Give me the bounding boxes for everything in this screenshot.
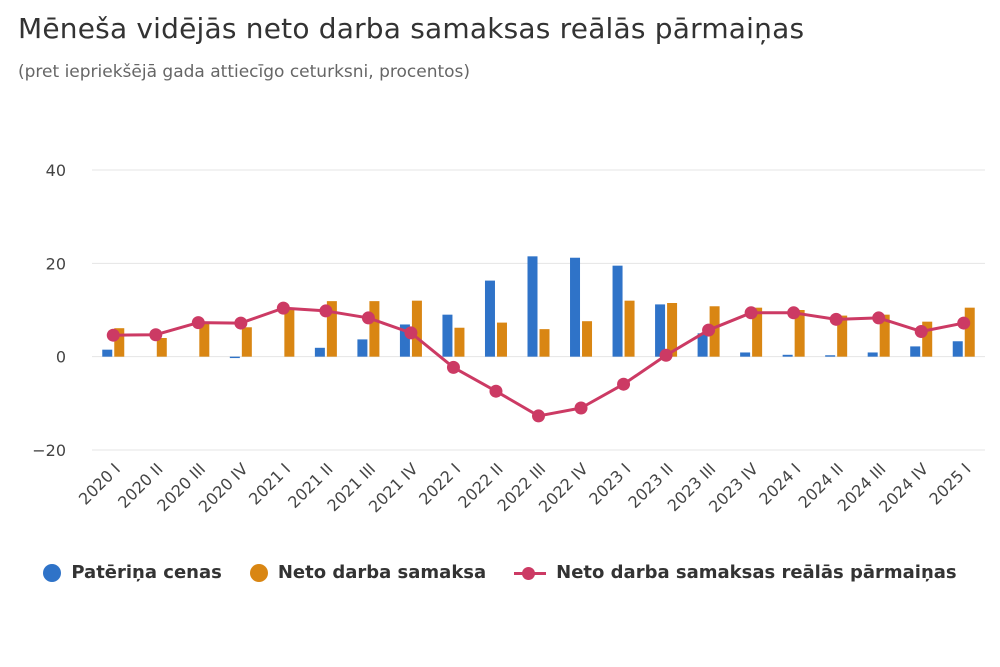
bar-wage	[496, 322, 507, 357]
bar-cpi	[655, 304, 666, 357]
point-real	[404, 326, 418, 340]
bar-cpi	[314, 347, 325, 357]
bar-wage	[284, 308, 295, 357]
legend-label-cpi: Patēriņa cenas	[71, 562, 222, 583]
point-real	[106, 328, 120, 342]
chart-title: Mēneša vidējās neto darba samaksas reālā…	[18, 12, 805, 45]
legend-marker-cpi	[43, 563, 62, 582]
bar-cpi	[527, 256, 538, 357]
bar-wage	[582, 321, 593, 357]
bar-wage	[879, 314, 890, 357]
point-real	[191, 316, 205, 330]
bar-wage	[837, 315, 848, 357]
y-tick-label: 40	[46, 161, 66, 180]
bar-wage	[667, 303, 678, 357]
point-real	[829, 312, 843, 326]
bar-wage	[624, 300, 635, 357]
bar-cpi	[399, 324, 410, 357]
bar-wage	[326, 301, 337, 357]
chart-subtitle: (pret iepriekšējā gada attiecīgo ceturks…	[18, 62, 471, 82]
legend-label-real: Neto darba samaksas reālās pārmaiņas	[556, 562, 957, 583]
legend-item-wage[interactable]: Neto darba samaksa	[249, 562, 487, 583]
point-real	[617, 377, 631, 391]
legend-label-wage: Neto darba samaksa	[277, 562, 487, 583]
point-real	[149, 328, 163, 342]
x-tick-label: 2025 I	[925, 459, 974, 508]
bar-wage	[114, 328, 125, 357]
bar-wage	[411, 300, 422, 357]
bar-cpi	[910, 346, 921, 357]
bar-wage	[199, 322, 210, 357]
bar-cpi	[570, 257, 581, 357]
y-tick-label: 0	[56, 348, 66, 367]
bar-cpi	[697, 333, 708, 357]
bar-cpi	[782, 354, 793, 357]
bar-cpi	[357, 339, 368, 357]
y-tick-label: −20	[32, 441, 66, 460]
bar-wage	[241, 327, 252, 357]
point-real	[702, 323, 716, 337]
legend: Patēriņa cenas Neto darba samaksa Neto d…	[0, 562, 1000, 583]
point-real	[787, 306, 801, 320]
point-real	[744, 306, 758, 320]
point-real	[446, 360, 460, 374]
point-real	[361, 311, 375, 325]
bar-wage	[369, 301, 380, 357]
legend-item-cpi[interactable]: Patēriņa cenas	[43, 562, 222, 583]
point-real	[957, 316, 971, 330]
legend-item-real[interactable]: Neto darba samaksas reālās pārmaiņas	[514, 562, 957, 583]
point-real	[276, 301, 290, 315]
point-real	[234, 316, 248, 330]
bar-cpi	[442, 314, 453, 357]
bar-cpi	[867, 352, 878, 357]
bar-cpi	[740, 352, 751, 357]
point-real	[532, 409, 545, 423]
bar-wage	[922, 321, 933, 357]
point-real	[574, 401, 588, 415]
legend-marker-real	[514, 564, 547, 582]
bar-wage	[794, 310, 805, 357]
point-real	[319, 304, 333, 318]
legend-marker-wage	[249, 563, 268, 582]
bar-cpi	[612, 265, 623, 357]
bar-wage	[752, 307, 763, 357]
point-real	[659, 348, 673, 362]
y-tick-label: 20	[46, 254, 66, 273]
bar-wage	[539, 329, 550, 357]
bar-cpi	[825, 355, 836, 357]
bar-wage	[156, 338, 167, 357]
point-real	[872, 311, 886, 325]
bar-cpi	[229, 356, 240, 359]
bar-cpi	[102, 349, 113, 357]
point-real	[489, 384, 503, 398]
point-real	[914, 324, 928, 338]
bar-cpi	[952, 341, 963, 357]
bar-wage	[454, 327, 465, 357]
bar-cpi	[484, 280, 495, 357]
bar-wage	[964, 307, 975, 357]
